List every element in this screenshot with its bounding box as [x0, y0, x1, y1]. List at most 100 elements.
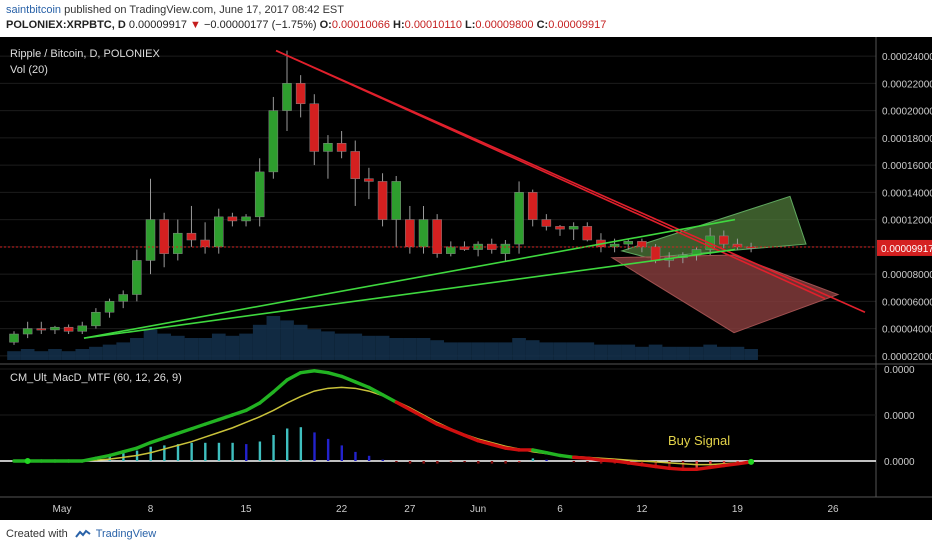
volume-bar: [7, 351, 21, 360]
volume-bar: [607, 344, 622, 360]
volume-bar: [662, 346, 677, 360]
macd-line-segment: [571, 455, 589, 460]
macd-line-segment: [653, 464, 671, 471]
created-with-text: Created with: [6, 528, 68, 540]
candle-body: [555, 226, 565, 230]
macd-histogram-bar: [531, 458, 535, 461]
macd-line-segment: [312, 369, 330, 375]
symbol-label: POLONIEX:XRPBTC, D: [6, 19, 126, 31]
symbol-line: POLONIEX:XRPBTC, D 0.00009917 ▼ −0.00000…: [6, 19, 606, 31]
candle-body: [527, 192, 538, 220]
volume-bar: [730, 346, 745, 360]
volume-bar: [48, 349, 62, 360]
macd-histogram-bar: [231, 442, 234, 461]
macd-tick-label: 0.0000: [884, 411, 915, 422]
macd-histogram-bar: [722, 461, 726, 464]
price-tick-label: 0.00020000: [882, 107, 932, 118]
time-tick-label: 15: [240, 504, 252, 515]
author-link[interactable]: saintbitcoin: [6, 4, 62, 16]
volume-bar: [689, 346, 704, 360]
open-value: 0.00010066: [331, 19, 390, 31]
volume-bar: [430, 340, 444, 360]
macd-line-segment: [612, 459, 630, 465]
macd-histogram-bar: [149, 446, 152, 461]
macd-histogram-bar: [599, 461, 603, 464]
candle-body: [418, 219, 429, 248]
candle-body: [732, 243, 743, 248]
time-tick-label: 22: [336, 504, 348, 515]
macd-title: CM_Ult_MacD_MTF (60, 12, 26, 9): [10, 372, 182, 384]
price-tick-label: 0.00008000: [882, 270, 932, 281]
bull-target-zone[interactable]: [620, 195, 807, 259]
macd-line-segment: [544, 451, 562, 458]
price-change: −0.00000177 (−1.75%): [204, 19, 317, 31]
candle-body: [391, 181, 401, 220]
macd-line-segment: [189, 422, 207, 431]
candle-body: [118, 294, 128, 302]
down-arrow-icon: ▼: [190, 19, 201, 31]
volume-bar: [566, 342, 581, 360]
candle-body: [241, 216, 251, 222]
candle-body: [77, 325, 87, 332]
volume-bar: [444, 342, 458, 360]
candle-body: [609, 243, 620, 248]
macd-line-segment: [121, 446, 139, 454]
price-tick-label: 0.00012000: [882, 216, 932, 227]
tradingview-link[interactable]: TradingView: [95, 528, 157, 540]
volume-bar: [102, 344, 117, 360]
macd-line-segment: [94, 453, 112, 460]
volume-bar: [143, 329, 158, 360]
macd-histogram-bar: [190, 442, 193, 461]
candle-body: [637, 241, 647, 248]
volume-bar: [594, 344, 608, 360]
publish-line: saintbitcoin published on TradingView.co…: [6, 4, 344, 16]
candle-body: [377, 181, 388, 220]
candle-body: [432, 219, 442, 254]
candle-body: [104, 301, 115, 313]
macd-line-segment: [271, 378, 289, 394]
volume-bar: [389, 338, 404, 360]
chart-svg[interactable]: 0.00024000 0.00022000 0.00020000 0.00018000…: [0, 37, 932, 520]
macd-line-segment: [244, 401, 262, 413]
volume-bar: [484, 342, 499, 360]
volume-bar: [635, 346, 649, 360]
support-trendline[interactable]: [83, 248, 736, 339]
candle-body: [36, 328, 47, 331]
macd-histogram-bar: [286, 428, 289, 461]
macd-line-segment: [435, 422, 453, 432]
volume-bar: [375, 335, 390, 360]
macd-histogram-bar: [354, 451, 357, 461]
macd-line-segment: [367, 385, 385, 397]
volume-bar: [61, 351, 76, 360]
candle-body: [405, 219, 415, 248]
macd-histogram-bar: [586, 461, 589, 463]
chart-area[interactable]: 0.00024000 0.00022000 0.00020000 0.00018000…: [0, 37, 932, 520]
volume-bar: [703, 344, 717, 360]
buy-signal-label: Buy Signal: [668, 433, 730, 448]
macd-histogram-bar: [367, 455, 371, 461]
support-trendline[interactable]: [83, 218, 736, 339]
candle-body: [9, 333, 19, 343]
macd-histogram-bar: [681, 461, 685, 469]
macd-line-segment: [490, 442, 508, 450]
macd-histogram-bar: [477, 461, 480, 464]
volume-bar: [157, 333, 171, 360]
macd-histogram-bar: [736, 461, 739, 463]
candle-body: [159, 219, 169, 254]
volume-bar: [348, 333, 363, 360]
resistance-trendline[interactable]: [275, 49, 826, 300]
open-label: O:: [319, 19, 332, 31]
candle-body: [323, 143, 333, 152]
macd-line-segment: [148, 436, 166, 445]
price-tick-label: 0.00016000: [882, 161, 932, 172]
macd-line-segment: [353, 380, 371, 390]
volume-bar: [498, 342, 513, 360]
macd-line-segment: [135, 440, 153, 450]
macd-line-segment: [394, 400, 412, 412]
macd-histogram-bar: [518, 461, 521, 463]
macd-line-segment: [176, 427, 194, 436]
last-price-badge: [877, 239, 932, 256]
candle-body: [541, 219, 552, 227]
price-tick-label: 0.00002000: [882, 352, 932, 363]
bear-target-zone[interactable]: [610, 254, 840, 334]
